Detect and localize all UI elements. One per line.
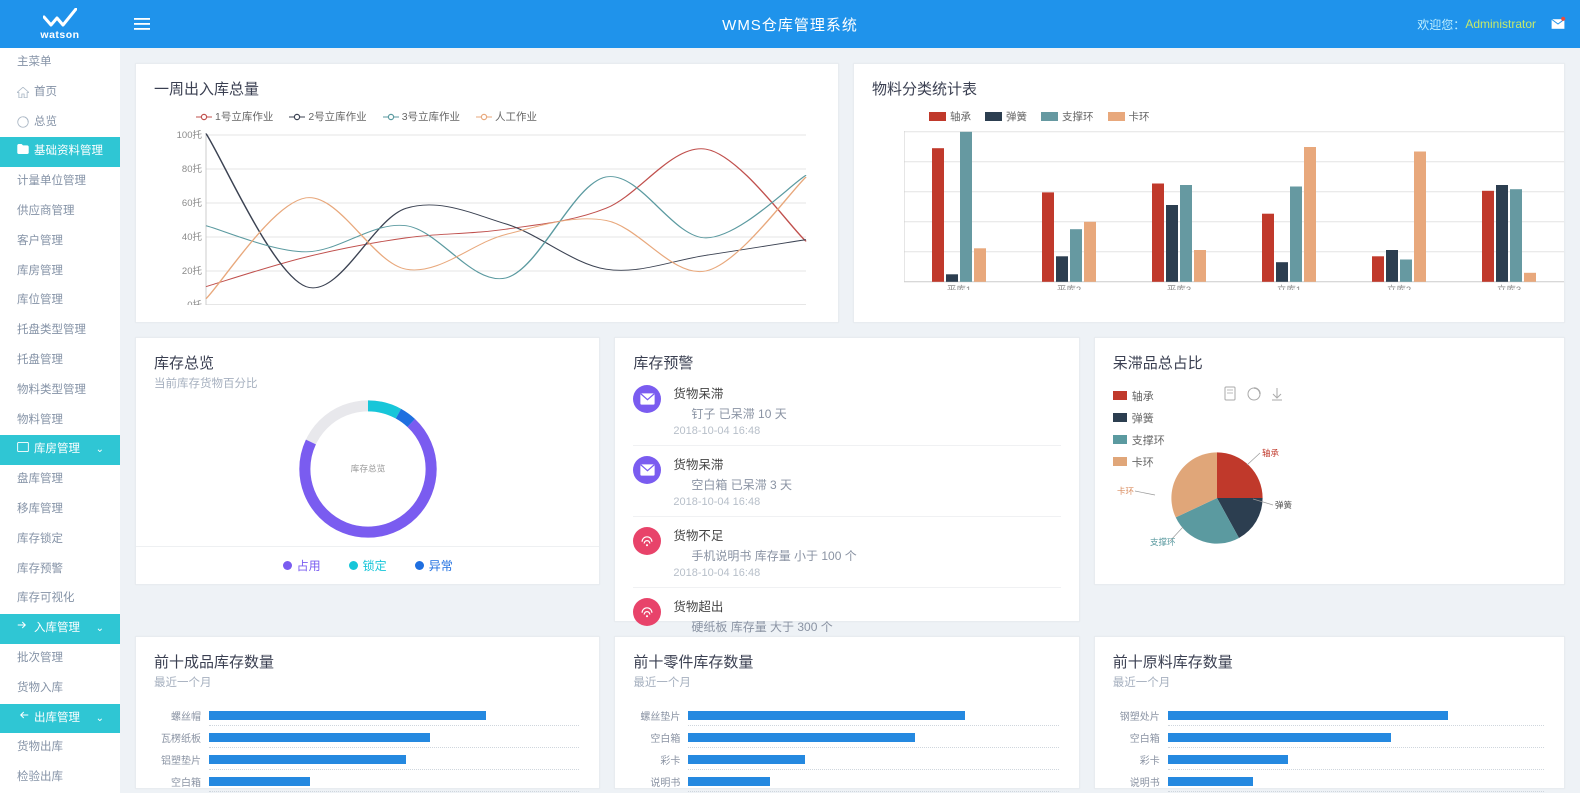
- svg-text:库存总览: 库存总览: [350, 462, 385, 473]
- svg-text:支撑环: 支撑环: [1150, 537, 1176, 547]
- svg-text:平库2: 平库2: [1057, 284, 1081, 290]
- svg-text:20托: 20托: [182, 265, 203, 277]
- svg-text:平库3: 平库3: [1167, 284, 1191, 290]
- svg-text:立库1: 立库1: [1277, 284, 1301, 290]
- svg-text:100托: 100托: [177, 130, 203, 141]
- svg-text:平库1: 平库1: [947, 284, 971, 290]
- svg-text:立库3: 立库3: [1497, 284, 1521, 290]
- svg-text:弹簧: 弹簧: [1275, 500, 1293, 510]
- svg-text:40托: 40托: [182, 231, 203, 243]
- svg-text:80托: 80托: [182, 163, 203, 175]
- svg-text:60托: 60托: [182, 197, 203, 209]
- svg-text:轴承: 轴承: [1262, 448, 1280, 458]
- svg-text:立库2: 立库2: [1387, 284, 1411, 290]
- svg-text:卡环: 卡环: [1117, 486, 1135, 496]
- svg-text:0托: 0托: [187, 299, 202, 305]
